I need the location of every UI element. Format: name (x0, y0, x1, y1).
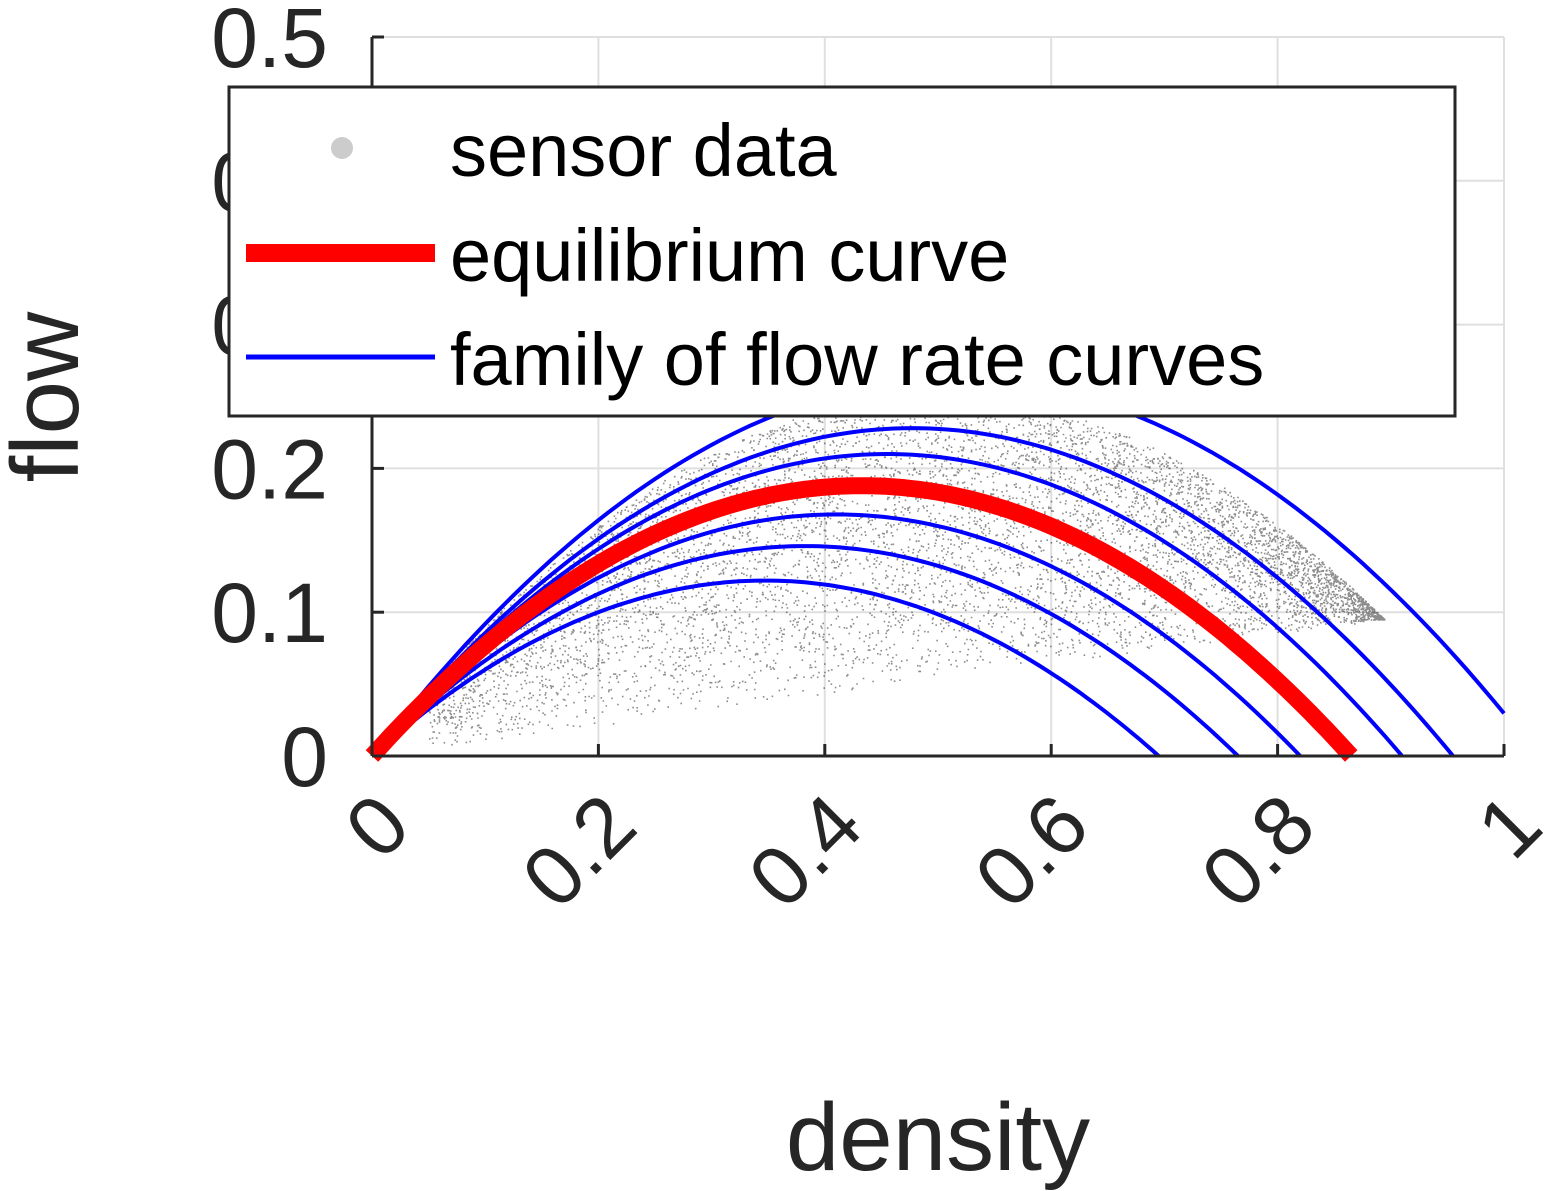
legend-marker-sensor-data (331, 137, 353, 159)
x-tick-label-5: 1 (1459, 776, 1559, 876)
flow-rate-curve-3 (370, 451, 1404, 758)
flow-rate-curve-0 (370, 578, 1161, 758)
y-tick-label-5: 0.5 (211, 0, 328, 85)
flow-rate-curve-1 (370, 544, 1240, 758)
x-tick-label-2: 0.4 (730, 776, 879, 925)
flow-rate-curve-4 (370, 426, 1455, 758)
equilibrium-curve-group (365, 477, 1358, 762)
legend-label-equilibrium-curve: equilibrium curve (450, 214, 1009, 297)
x-tick-label-0: 0 (327, 776, 427, 876)
y-axis-label: flow (0, 311, 99, 482)
x-tick-labels: 0 0.2 0.4 0.6 0.8 1 (327, 776, 1559, 925)
y-tick-label-1: 0.1 (211, 566, 328, 660)
y-tick-label-2: 0.2 (211, 422, 328, 516)
legend-label-sensor-data: sensor data (450, 109, 838, 192)
x-tick-label-3: 0.6 (957, 776, 1106, 925)
legend: sensor data equilibrium curve family of … (227, 85, 1457, 418)
x-axis-label: density (786, 1084, 1090, 1191)
equilibrium-curve (365, 477, 1358, 762)
x-tick-label-1: 0.2 (504, 776, 653, 925)
legend-label-flow-rate-curves: family of flow rate curves (450, 318, 1264, 401)
y-tick-label-0: 0 (281, 710, 328, 804)
x-tick-label-4: 0.8 (1183, 776, 1332, 925)
